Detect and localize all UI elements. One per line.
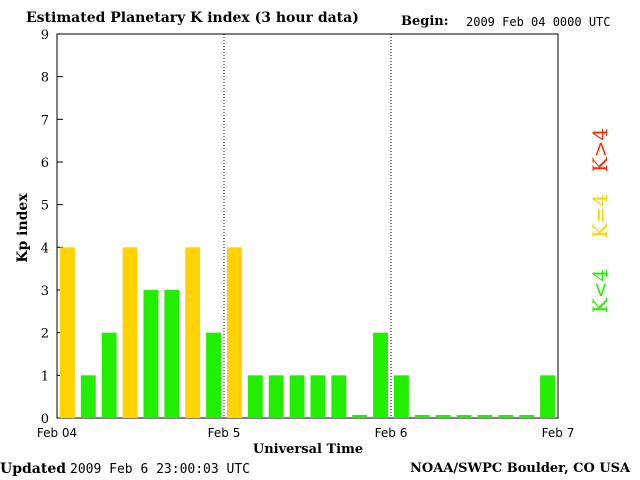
- kp-bar: [310, 375, 326, 418]
- kp-bar: [414, 415, 430, 418]
- kp-bar: [456, 415, 472, 418]
- kp-bar: [206, 332, 221, 418]
- kp-bar: [477, 415, 493, 418]
- y-tick-label: 9: [41, 28, 49, 43]
- kp-bar: [164, 290, 180, 418]
- kp-bar: [352, 415, 368, 418]
- begin-value: 2009 Feb 04 0000 UTC: [466, 15, 611, 29]
- y-tick-label: 1: [41, 369, 49, 384]
- credit-text: NOAA/SWPC Boulder, CO USA: [410, 461, 631, 476]
- x-axis-label: Universal Time: [253, 442, 363, 457]
- updated-label: Updated: [0, 461, 67, 477]
- kp-bar: [80, 375, 96, 418]
- x-tick-label: Feb 04: [37, 426, 77, 440]
- x-tick-label: Feb 7: [542, 426, 575, 440]
- kp-bar: [268, 375, 284, 418]
- kp-bar: [331, 375, 347, 418]
- plot-frame: [56, 33, 559, 419]
- chart-title: Estimated Planetary K index (3 hour data…: [26, 10, 359, 26]
- kp-bar: [394, 375, 409, 418]
- y-axis-label: Kp index: [15, 193, 31, 263]
- y-tick-label: 8: [41, 71, 49, 86]
- kp-bar: [435, 415, 451, 418]
- kp-bar: [227, 247, 242, 418]
- kp-bar: [373, 332, 388, 418]
- y-tick-label: 6: [41, 156, 49, 171]
- kp-bar: [101, 332, 117, 418]
- legend-k-equal-4: K=4: [588, 194, 612, 238]
- y-tick-label: 0: [41, 412, 49, 427]
- y-tick-label: 4: [41, 241, 49, 256]
- kp-bar: [247, 375, 263, 418]
- y-tick-label: 3: [41, 284, 49, 299]
- kp-bar: [498, 415, 514, 418]
- y-tick-label: 5: [41, 199, 49, 214]
- begin-label: Begin:: [401, 14, 449, 29]
- legend-k-greater-4: K>4: [588, 128, 612, 172]
- y-tick-label: 7: [41, 113, 49, 128]
- x-tick-label: Feb 6: [375, 426, 408, 440]
- kp-bar: [60, 247, 75, 418]
- kp-bar: [540, 375, 555, 418]
- kp-bar: [289, 375, 305, 418]
- y-tick-label: 2: [41, 327, 49, 342]
- kp-bar: [122, 247, 138, 418]
- kp-bar: [143, 290, 159, 418]
- x-tick-label: Feb 5: [208, 426, 241, 440]
- legend-k-less-4: K<4: [588, 269, 612, 313]
- updated-value: 2009 Feb 6 23:00:03 UTC: [70, 462, 251, 477]
- kp-bar: [185, 247, 201, 418]
- kp-bar: [519, 415, 535, 418]
